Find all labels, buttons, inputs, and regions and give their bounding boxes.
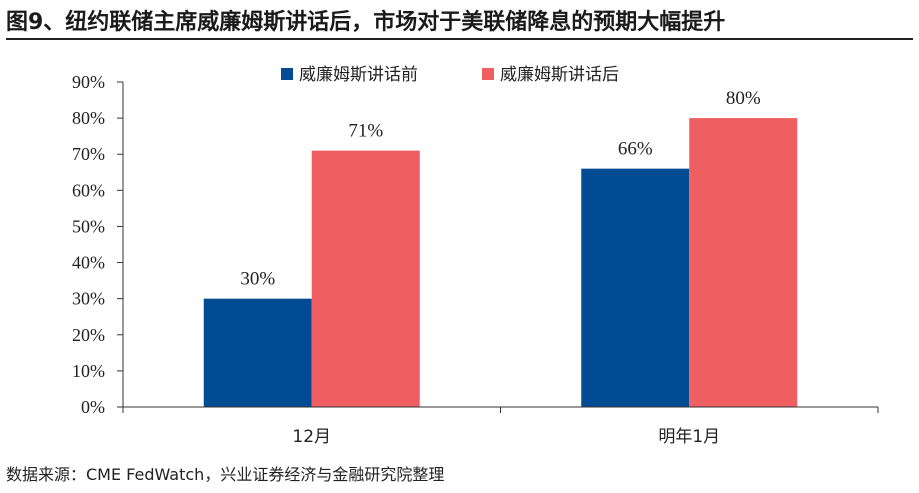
bar-after-0 [311, 150, 420, 407]
y-tick-label: 20% [72, 325, 105, 345]
legend: 威廉姆斯讲话前 威廉姆斯讲话后 [281, 65, 619, 85]
data-label: 71% [348, 121, 383, 142]
x-category-label: 12月 [292, 427, 331, 447]
x-category-label: 明年1月 [658, 427, 720, 447]
y-tick-label: 0% [81, 397, 105, 417]
bar-before-0 [203, 298, 312, 407]
y-tick-label: 10% [72, 361, 105, 381]
source-note: 数据来源：CME FedWatch，兴业证券经济与金融研究院整理 [6, 465, 445, 484]
y-tick-label: 30% [72, 289, 105, 309]
x-axis: 12月 明年1月 [122, 406, 879, 447]
title-divider [6, 38, 913, 40]
bar-after-1 [689, 118, 798, 407]
y-axis: 0% 10% 20% 30% 40% 50% 60% 70% 80% 90% [72, 72, 124, 417]
data-label: 80% [726, 88, 761, 109]
y-tick-label: 90% [72, 72, 105, 92]
legend-swatch-before [281, 68, 293, 80]
y-tick-label: 80% [72, 108, 105, 128]
y-tick-label: 40% [72, 253, 105, 273]
figure-title: 图9、纽约联储主席威廉姆斯讲话后，市场对于美联储降息的预期大幅提升 [6, 10, 726, 35]
data-label: 66% [618, 139, 653, 160]
bar-chart: 威廉姆斯讲话前 威廉姆斯讲话后 0% 10% 20% 30% 40% 50% 60% 70% 8… [72, 65, 879, 447]
y-tick-label: 70% [72, 144, 105, 164]
bar-before-1 [581, 168, 690, 407]
legend-label-after: 威廉姆斯讲话后 [500, 65, 619, 85]
bars: 30% 71% 66% 80% [203, 88, 798, 407]
legend-label-before: 威廉姆斯讲话前 [299, 65, 418, 85]
y-tick-label: 60% [72, 180, 105, 200]
legend-swatch-after [482, 68, 494, 80]
y-tick-label: 50% [72, 216, 105, 236]
data-label: 30% [240, 269, 275, 290]
